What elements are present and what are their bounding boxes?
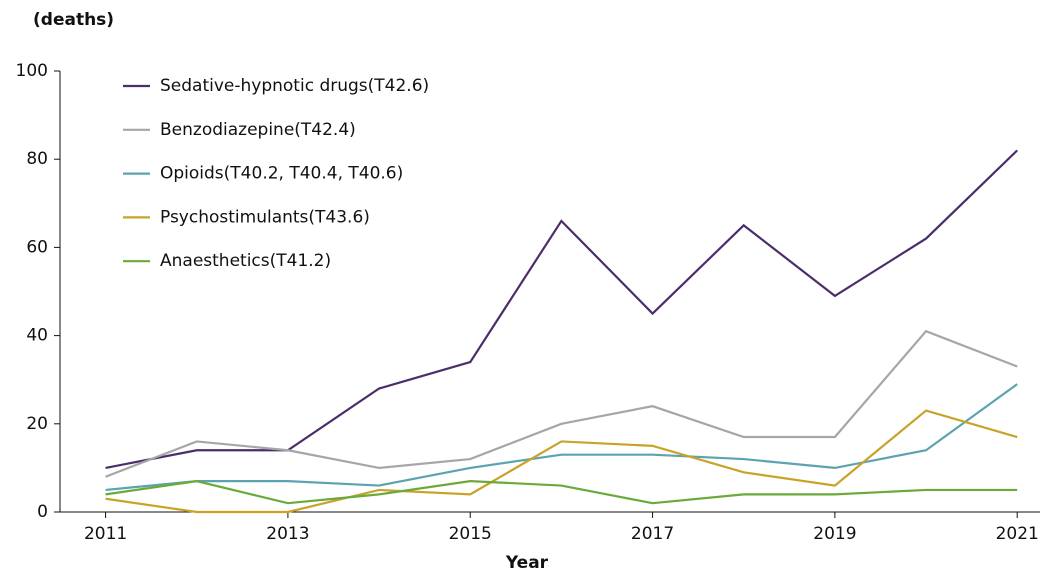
y-tick-label: 100 — [16, 61, 48, 81]
y-tick-label: 80 — [26, 149, 48, 169]
series-line — [105, 149, 1018, 469]
y-tick-label: 0 — [37, 502, 48, 522]
y-tick-label: 60 — [26, 237, 48, 257]
x-tick-label: 2021 — [996, 524, 1039, 544]
legend-label: Psychostimulants(T43.6) — [160, 207, 370, 227]
legend-label: Anaesthetics(T41.2) — [160, 251, 331, 271]
legend-label: Opioids(T40.2, T40.4, T40.6) — [160, 164, 403, 184]
legend-label: Benzodiazepine(T42.4) — [160, 120, 356, 140]
legend-label: Sedative-hypnotic drugs(T42.6) — [160, 76, 429, 96]
x-tick-label: 2011 — [84, 524, 127, 544]
series-line — [105, 383, 1018, 492]
x-tick-label: 2019 — [813, 524, 856, 544]
series-line — [105, 409, 1018, 514]
x-axis-label: Year — [505, 553, 549, 573]
y-axis-label: (deaths) — [33, 10, 114, 30]
y-tick-label: 40 — [26, 326, 48, 346]
series-line — [105, 329, 1018, 478]
y-tick-label: 20 — [26, 414, 48, 434]
x-tick-label: 2017 — [631, 524, 674, 544]
x-tick-label: 2013 — [266, 524, 309, 544]
x-tick-label: 2015 — [449, 524, 492, 544]
series-line — [105, 480, 1018, 505]
